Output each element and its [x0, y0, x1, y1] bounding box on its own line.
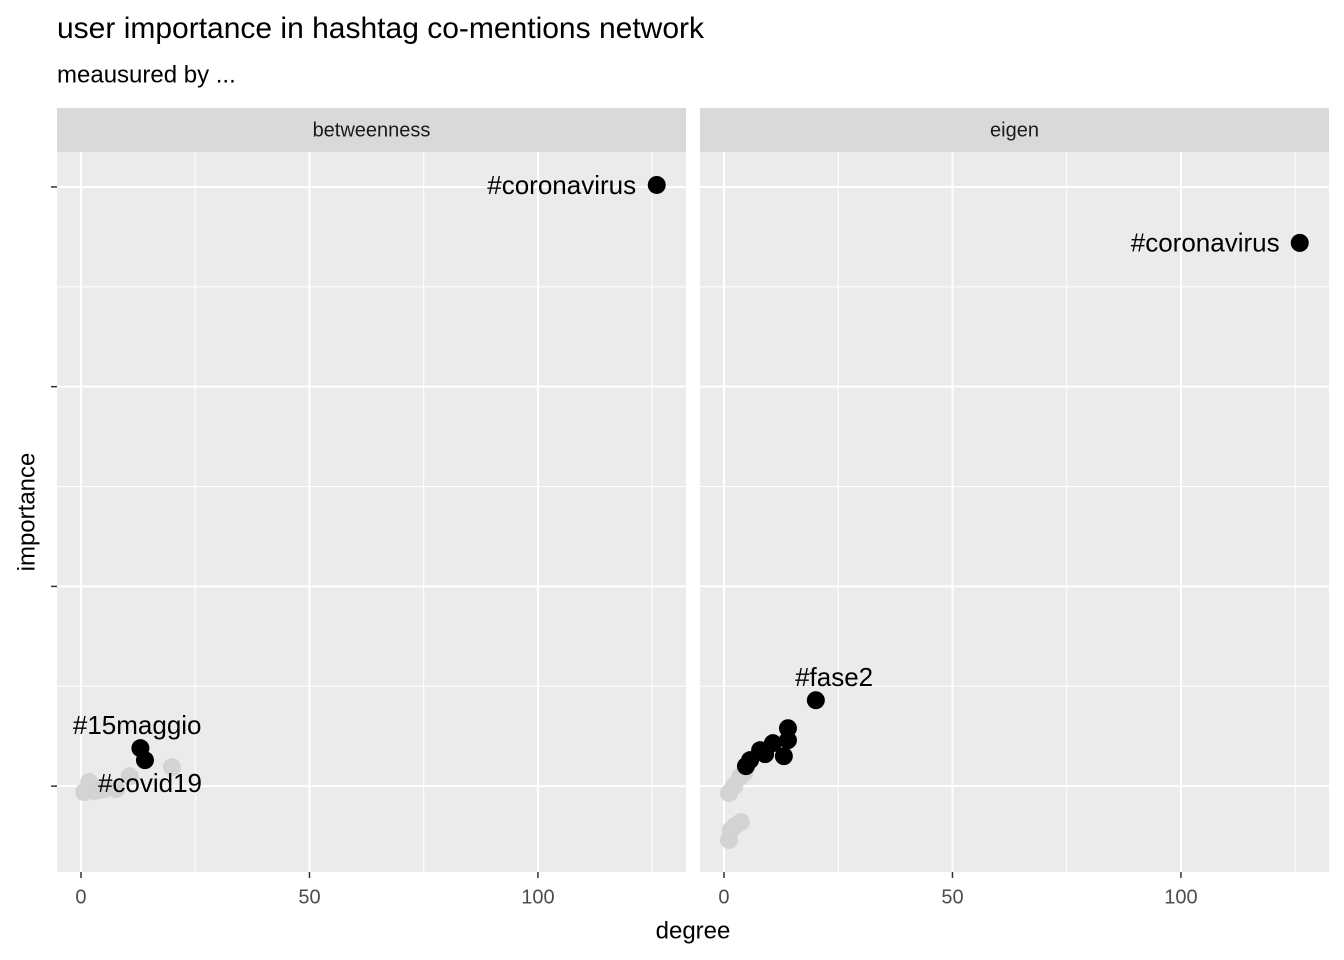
- point: [725, 817, 744, 836]
- annotation: #coronavirus: [1131, 228, 1280, 258]
- point: [162, 758, 181, 777]
- point: [1290, 233, 1309, 252]
- x-axis-label: degree: [656, 917, 731, 944]
- panel: [57, 152, 686, 872]
- point: [647, 175, 666, 194]
- point: [774, 747, 793, 766]
- annotation: #covid19: [98, 768, 202, 798]
- chart-title: user importance in hashtag co-mentions n…: [57, 12, 705, 45]
- x-tick-label: 0: [75, 886, 86, 908]
- chart-subtitle: meausured by ...: [57, 61, 236, 88]
- annotation: #15maggio: [73, 710, 202, 740]
- strip-label: eigen: [990, 119, 1039, 141]
- x-tick-label: 100: [1164, 886, 1197, 908]
- strip: [700, 108, 1329, 152]
- strip-label: betweenness: [313, 119, 431, 141]
- x-tick-label: 0: [718, 886, 729, 908]
- y-axis-label: importance: [13, 453, 40, 572]
- point: [806, 691, 825, 710]
- point: [107, 780, 126, 799]
- annotation: #fase2: [795, 662, 873, 692]
- panel: [700, 152, 1329, 872]
- point: [135, 751, 154, 770]
- strip: [57, 108, 686, 152]
- point: [120, 767, 139, 786]
- x-tick-label: 50: [298, 886, 320, 908]
- point: [778, 731, 797, 750]
- point: [736, 757, 755, 776]
- x-tick-label: 100: [521, 886, 554, 908]
- point: [720, 831, 739, 850]
- x-tick-label: 50: [941, 886, 963, 908]
- annotation: #coronavirus: [487, 170, 636, 200]
